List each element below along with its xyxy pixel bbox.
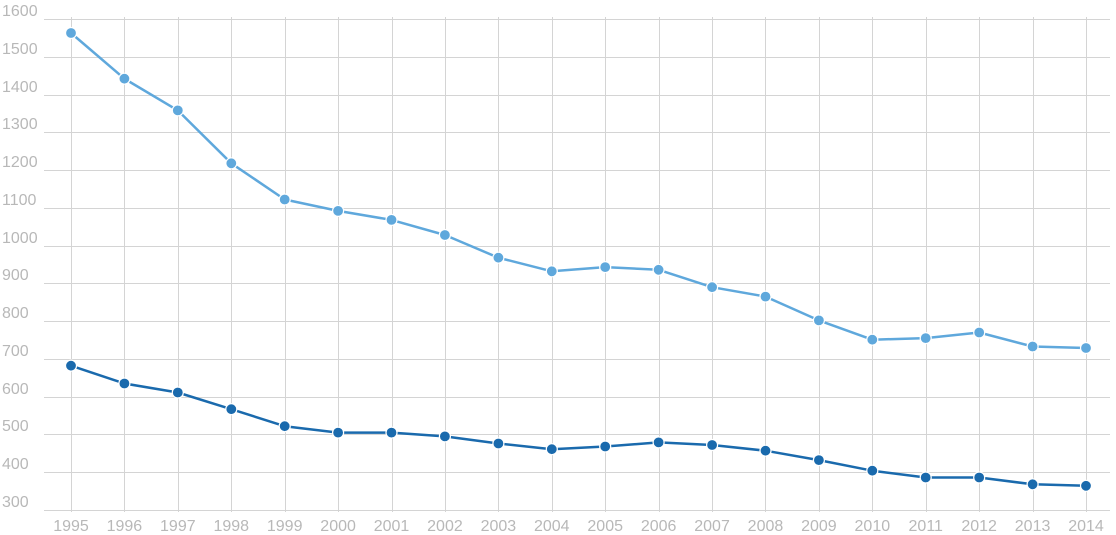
series-1-point-2002 bbox=[438, 228, 451, 242]
series-2-point-1995 bbox=[64, 359, 78, 372]
y-tick-label-500: 500 bbox=[2, 418, 29, 435]
series-2-point-2011 bbox=[919, 471, 932, 484]
series-2-point-2003 bbox=[492, 437, 505, 450]
x-tick-label-2014: 2014 bbox=[1068, 518, 1104, 535]
x-tick-label-1996: 1996 bbox=[107, 518, 143, 535]
x-tick-label-2002: 2002 bbox=[427, 518, 463, 535]
x-tick-label-1995: 1995 bbox=[53, 518, 89, 535]
x-tick-label-2000: 2000 bbox=[320, 518, 356, 535]
y-tick-label-300: 300 bbox=[2, 494, 29, 511]
series-2-point-2006 bbox=[652, 436, 665, 449]
y-tick-label-400: 400 bbox=[2, 456, 29, 473]
series-1-point-1997 bbox=[171, 104, 184, 117]
y-tick-label-800: 800 bbox=[2, 305, 29, 322]
x-tick-label-2009: 2009 bbox=[801, 518, 837, 535]
series-1-point-2009 bbox=[812, 314, 826, 327]
series-1-point-2012 bbox=[973, 326, 986, 339]
series-1-point-2000 bbox=[332, 204, 345, 217]
series-2 bbox=[64, 359, 1093, 492]
y-tick-label-1100: 1100 bbox=[2, 192, 37, 209]
series-2-point-2010 bbox=[866, 464, 879, 477]
series-1-point-2001 bbox=[385, 213, 398, 226]
y-axis-tick-labels: 300 400 500 600 700 800 900 1000 1100 1200 1300 140… bbox=[2, 3, 38, 511]
x-tick-label-2011: 2011 bbox=[909, 518, 944, 535]
series-2-point-2007 bbox=[705, 438, 719, 452]
series-1-point-1996 bbox=[118, 72, 131, 85]
series-1-point-1995 bbox=[64, 26, 78, 40]
series-1-point-2011 bbox=[919, 332, 932, 345]
series-2-point-2008 bbox=[759, 444, 772, 457]
x-tick-label-2004: 2004 bbox=[534, 518, 570, 535]
series-2-line bbox=[69, 364, 1088, 488]
x-tick-label-1999: 1999 bbox=[267, 518, 303, 535]
series-2-point-2009 bbox=[812, 454, 826, 467]
x-tick-label-2006: 2006 bbox=[641, 518, 677, 535]
series-1 bbox=[64, 26, 1093, 355]
series-group bbox=[64, 26, 1093, 492]
series-2-point-1998 bbox=[225, 403, 238, 416]
series-2-point-1997 bbox=[171, 386, 184, 399]
series-1-point-2005 bbox=[599, 261, 612, 274]
series-2-point-2012 bbox=[973, 471, 986, 484]
y-tick-label-1400: 1400 bbox=[2, 79, 38, 96]
y-tick-label-900: 900 bbox=[2, 267, 29, 284]
series-2-point-2000 bbox=[332, 426, 345, 439]
y-tick-label-1500: 1500 bbox=[2, 41, 38, 58]
x-tick-label-2003: 2003 bbox=[481, 518, 517, 535]
series-1-point-1998 bbox=[225, 157, 238, 170]
x-tick-label-2008: 2008 bbox=[748, 518, 784, 535]
grid-lines bbox=[44, 17, 1110, 512]
series-1-point-2008 bbox=[759, 290, 772, 303]
x-tick-label-2001: 2001 bbox=[374, 518, 410, 535]
x-tick-label-2012: 2012 bbox=[961, 518, 997, 535]
series-1-point-2003 bbox=[492, 251, 505, 264]
y-tick-label-600: 600 bbox=[2, 381, 29, 398]
series-2-point-2005 bbox=[599, 440, 612, 453]
x-axis-tick-labels: 1995 1996 1997 1998 1999 2000 2001 2002 2003 2004… bbox=[53, 518, 1104, 535]
series-2-point-2002 bbox=[438, 430, 451, 443]
series-1-line bbox=[69, 31, 1088, 350]
y-tick-label-1600: 1600 bbox=[2, 3, 38, 20]
series-2-point-2001 bbox=[385, 426, 398, 439]
series-1-point-2013 bbox=[1026, 340, 1039, 353]
series-1-point-2004 bbox=[545, 265, 558, 278]
x-tick-label-2007: 2007 bbox=[694, 518, 730, 535]
series-1-point-2007 bbox=[705, 281, 719, 294]
y-tick-label-700: 700 bbox=[2, 343, 29, 360]
series-2-point-2014 bbox=[1079, 479, 1093, 492]
series-1-point-1999 bbox=[278, 193, 291, 206]
series-2-point-2004 bbox=[545, 443, 558, 456]
y-tick-label-1200: 1200 bbox=[2, 154, 38, 171]
series-1-point-2014 bbox=[1079, 341, 1093, 355]
series-1-point-2006 bbox=[652, 263, 665, 276]
y-tick-label-1000: 1000 bbox=[2, 230, 38, 247]
x-tick-label-2010: 2010 bbox=[855, 518, 891, 535]
x-tick-label-1997: 1997 bbox=[160, 518, 196, 535]
series-1-point-2010 bbox=[866, 333, 879, 346]
x-tick-label-2013: 2013 bbox=[1015, 518, 1051, 535]
series-2-point-1999 bbox=[278, 420, 291, 433]
x-tick-label-1998: 1998 bbox=[213, 518, 249, 535]
series-2-point-1996 bbox=[118, 377, 131, 390]
y-tick-label-1300: 1300 bbox=[2, 116, 38, 133]
series-2-point-2013 bbox=[1026, 478, 1039, 491]
x-tick-label-2005: 2005 bbox=[587, 518, 623, 535]
